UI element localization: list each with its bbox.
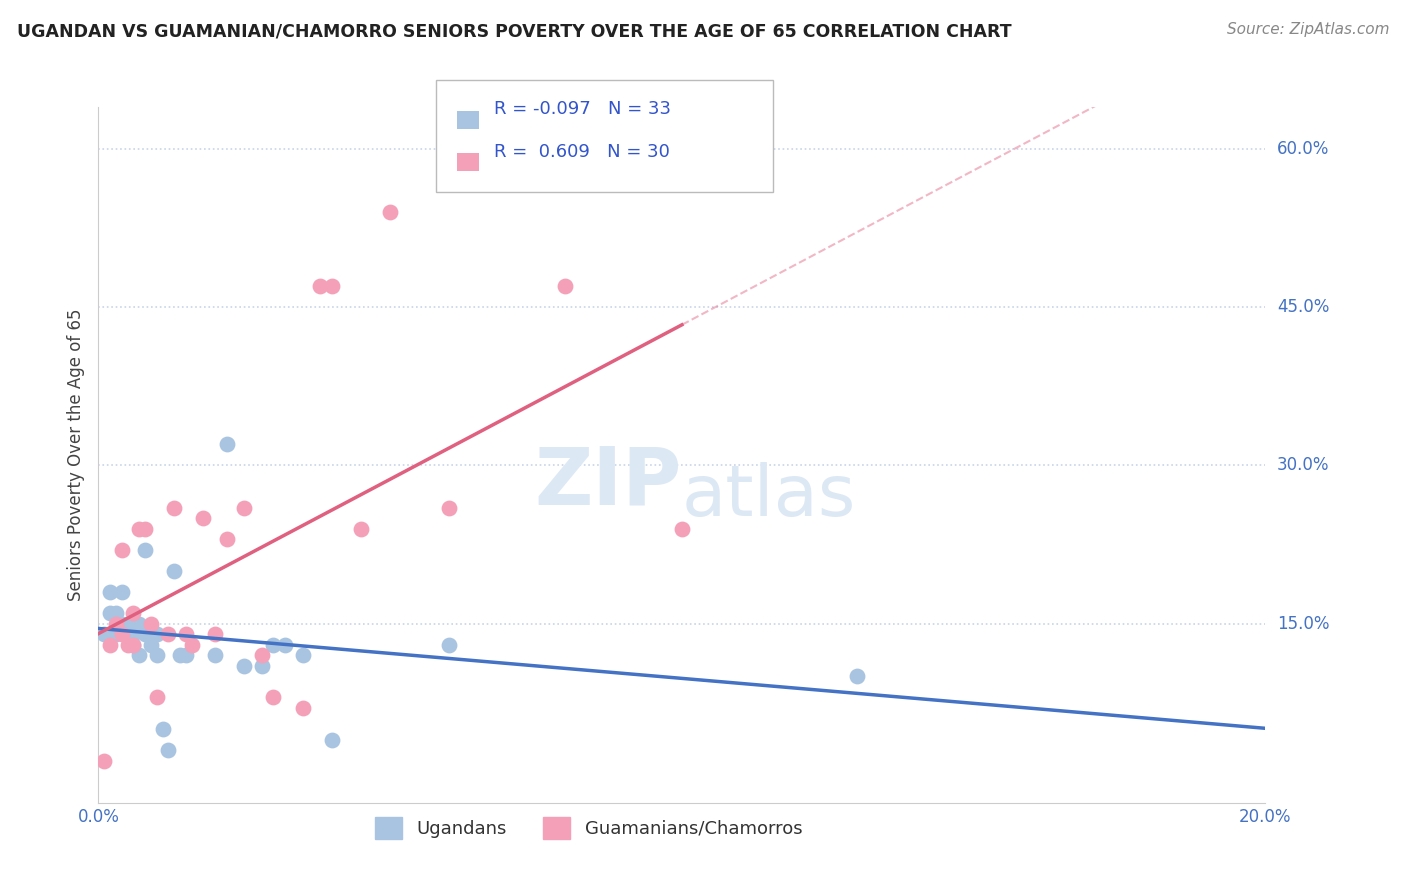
Point	[111, 627, 134, 641]
Point	[163, 500, 186, 515]
Point	[146, 648, 169, 663]
Point	[104, 606, 127, 620]
Point	[152, 722, 174, 736]
Point	[846, 669, 869, 683]
Point	[134, 522, 156, 536]
Point	[104, 616, 127, 631]
Point	[104, 627, 127, 641]
Point	[233, 500, 256, 515]
Point	[139, 638, 162, 652]
Legend: Ugandans, Guamanians/Chamorros: Ugandans, Guamanians/Chamorros	[368, 809, 810, 846]
Text: ZIP: ZIP	[534, 443, 682, 522]
Point	[554, 279, 576, 293]
Point	[93, 754, 115, 768]
Point	[215, 437, 238, 451]
Point	[128, 616, 150, 631]
Point	[174, 648, 197, 663]
Point	[180, 638, 202, 652]
Point	[117, 616, 139, 631]
Point	[174, 627, 197, 641]
Point	[204, 648, 226, 663]
Text: R =  0.609   N = 30: R = 0.609 N = 30	[494, 143, 669, 161]
Point	[111, 616, 134, 631]
Point	[117, 627, 139, 641]
Point	[193, 511, 215, 525]
Point	[134, 542, 156, 557]
Point	[350, 522, 373, 536]
Point	[262, 638, 284, 652]
Point	[321, 279, 343, 293]
Point	[128, 648, 150, 663]
Text: 45.0%: 45.0%	[1277, 298, 1330, 317]
Point	[122, 627, 145, 641]
Point	[437, 638, 460, 652]
Point	[262, 690, 284, 705]
Point	[117, 638, 139, 652]
Point	[274, 638, 297, 652]
Text: UGANDAN VS GUAMANIAN/CHAMORRO SENIORS POVERTY OVER THE AGE OF 65 CORRELATION CHA: UGANDAN VS GUAMANIAN/CHAMORRO SENIORS PO…	[17, 22, 1011, 40]
Point	[122, 606, 145, 620]
Point	[128, 522, 150, 536]
Point	[169, 648, 191, 663]
Point	[250, 648, 273, 663]
Text: 60.0%: 60.0%	[1277, 140, 1330, 158]
Point	[321, 732, 343, 747]
Point	[111, 542, 134, 557]
Point	[215, 533, 238, 547]
Point	[146, 690, 169, 705]
Point	[146, 627, 169, 641]
Point	[291, 701, 314, 715]
Text: Source: ZipAtlas.com: Source: ZipAtlas.com	[1226, 22, 1389, 37]
Point	[437, 500, 460, 515]
Point	[93, 627, 115, 641]
Point	[98, 585, 121, 599]
Point	[233, 658, 256, 673]
Text: R = -0.097   N = 33: R = -0.097 N = 33	[494, 100, 671, 118]
Point	[139, 616, 162, 631]
Point	[204, 627, 226, 641]
Point	[98, 638, 121, 652]
Point	[291, 648, 314, 663]
Point	[250, 658, 273, 673]
Point	[309, 279, 332, 293]
Point	[122, 638, 145, 652]
Text: atlas: atlas	[682, 462, 856, 531]
Point	[134, 627, 156, 641]
Point	[163, 564, 186, 578]
Y-axis label: Seniors Poverty Over the Age of 65: Seniors Poverty Over the Age of 65	[66, 309, 84, 601]
Point	[380, 205, 402, 219]
Text: 30.0%: 30.0%	[1277, 457, 1330, 475]
Point	[122, 638, 145, 652]
Point	[157, 743, 180, 757]
Point	[671, 522, 693, 536]
Point	[98, 606, 121, 620]
Text: 15.0%: 15.0%	[1277, 615, 1330, 632]
Point	[157, 627, 180, 641]
Point	[111, 585, 134, 599]
